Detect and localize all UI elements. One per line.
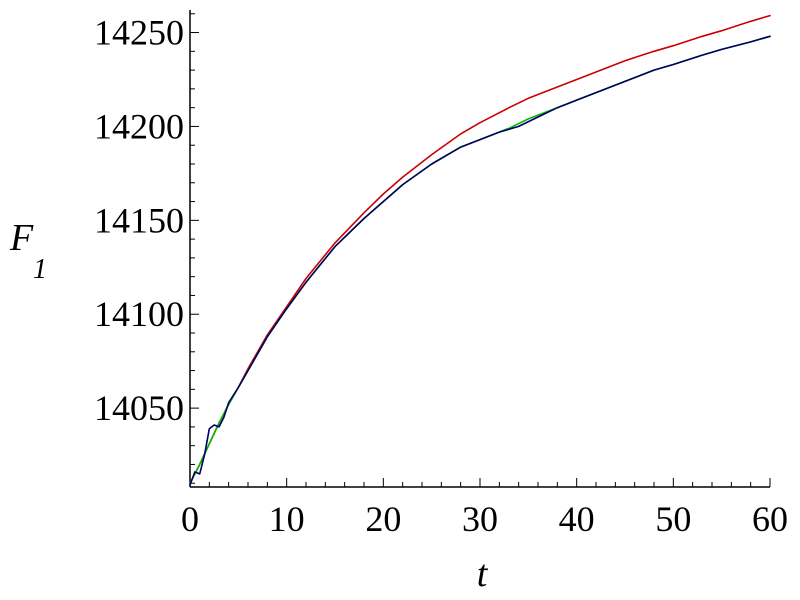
series-layer <box>189 14 771 486</box>
y-axis-title: F 1 <box>9 217 47 285</box>
y-tick-label: 14100 <box>94 294 184 334</box>
y-tick-label: 14250 <box>94 13 184 53</box>
x-tick-label: 30 <box>462 499 498 539</box>
x-tick-label: 60 <box>752 499 788 539</box>
x-tick-label: 50 <box>655 499 691 539</box>
axes: 0 10 20 30 40 50 60 14050 14100 14150 14200 14250 <box>94 10 788 539</box>
series-line-1 <box>189 14 771 485</box>
x-axis-ticks: 0 10 20 30 40 50 60 <box>181 478 788 539</box>
series-line-3 <box>189 35 771 486</box>
y-tick-label: 14150 <box>94 200 184 240</box>
y-axis-label: F <box>9 217 34 259</box>
y-axis-label-subscript: 1 <box>33 254 47 285</box>
y-tick-label: 14050 <box>94 388 184 428</box>
x-tick-label: 20 <box>365 499 401 539</box>
x-tick-label: 10 <box>269 499 305 539</box>
y-axis-ticks: 14050 14100 14150 14200 14250 <box>94 13 199 484</box>
x-axis-label: t <box>477 553 489 595</box>
x-tick-label: 0 <box>181 499 199 539</box>
y-tick-label: 14200 <box>94 106 184 146</box>
series-line-2 <box>189 35 771 485</box>
x-tick-label: 40 <box>559 499 595 539</box>
